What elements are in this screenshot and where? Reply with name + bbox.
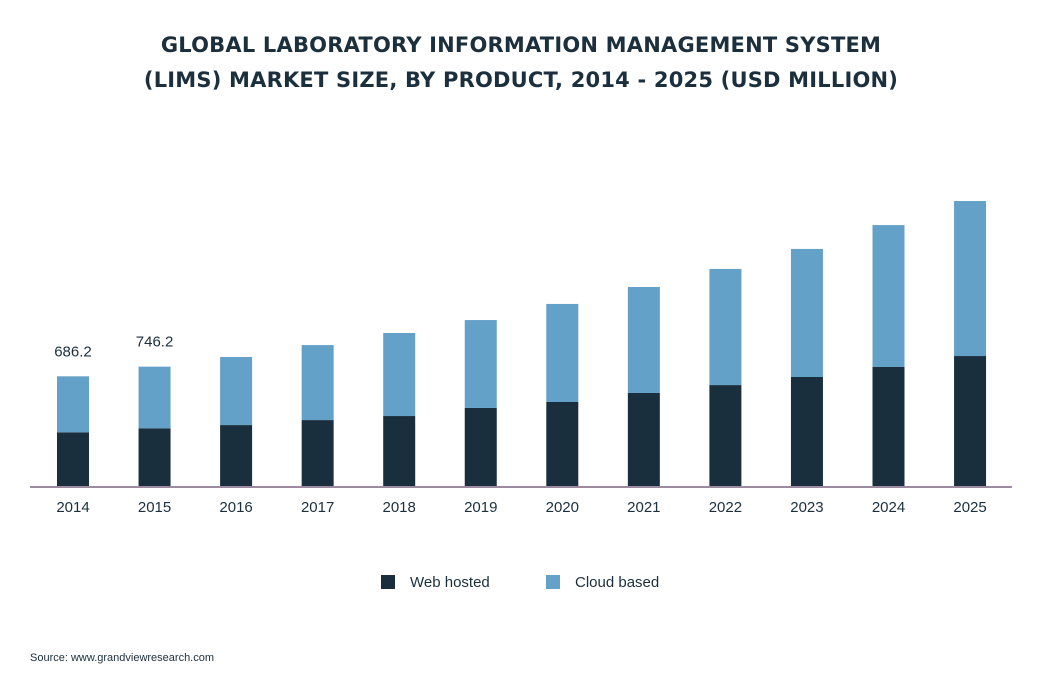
bar-web-hosted-2016	[220, 425, 253, 487]
bar-web-hosted-2023	[790, 377, 823, 487]
legend-label-cloud-based: Cloud based	[575, 574, 659, 591]
chart-title-line-2: (LIMS) MARKET SIZE, BY PRODUCT, 2014 - 2…	[143, 68, 899, 92]
x-tick-label-2019: 2019	[464, 499, 497, 516]
bar-web-hosted-2014	[57, 432, 89, 487]
x-tick-label-2015: 2015	[138, 499, 171, 516]
legend-swatch-cloud-based	[546, 575, 560, 589]
bar-web-hosted-2022	[709, 385, 742, 487]
bar-cloud-based-2014	[57, 376, 89, 433]
bar-cloud-based-2021	[627, 287, 660, 393]
bar-web-hosted-2025	[954, 356, 987, 487]
x-tick-label-2022: 2022	[709, 499, 742, 516]
chart-title: GLOBAL LABORATORY INFORMATION MANAGEMENT…	[0, 28, 1042, 98]
bar-web-hosted-2020	[546, 402, 579, 487]
x-tick-label-2017: 2017	[301, 499, 334, 516]
bar-web-hosted-2019	[464, 407, 497, 487]
x-tick-label-2023: 2023	[790, 499, 823, 516]
data-label-2015: 746.2	[136, 334, 174, 351]
x-tick-label-2016: 2016	[219, 499, 252, 516]
data-label-2014: 686.2	[54, 343, 92, 360]
bar-cloud-based-2019	[464, 320, 497, 408]
bar-web-hosted-2018	[383, 416, 416, 487]
bar-cloud-based-2022	[709, 268, 742, 386]
bar-web-hosted-2021	[627, 392, 660, 487]
source-note: Source: www.grandviewresearch.com	[30, 652, 215, 664]
x-tick-label-2025: 2025	[953, 499, 986, 516]
bar-cloud-based-2016	[220, 357, 253, 426]
x-tick-label-2021: 2021	[627, 499, 660, 516]
bar-cloud-based-2018	[383, 332, 416, 417]
x-tick-label-2020: 2020	[546, 499, 579, 516]
legend-swatch-web-hosted	[381, 575, 395, 589]
legend-label-web-hosted: Web hosted	[410, 574, 490, 591]
bar-cloud-based-2020	[546, 303, 579, 402]
bar-cloud-based-2024	[872, 225, 905, 367]
x-tick-label-2024: 2024	[872, 499, 905, 516]
bar-web-hosted-2017	[301, 420, 334, 487]
x-tick-label-2014: 2014	[56, 499, 89, 516]
bar-web-hosted-2024	[872, 367, 905, 487]
bar-cloud-based-2015	[138, 366, 171, 429]
bar-web-hosted-2015	[138, 428, 171, 487]
bar-cloud-based-2025	[954, 201, 987, 357]
bar-cloud-based-2023	[790, 248, 823, 377]
chart-title-line-1: GLOBAL LABORATORY INFORMATION MANAGEMENT…	[160, 33, 882, 57]
x-tick-label-2018: 2018	[383, 499, 416, 516]
bar-cloud-based-2017	[301, 345, 334, 421]
